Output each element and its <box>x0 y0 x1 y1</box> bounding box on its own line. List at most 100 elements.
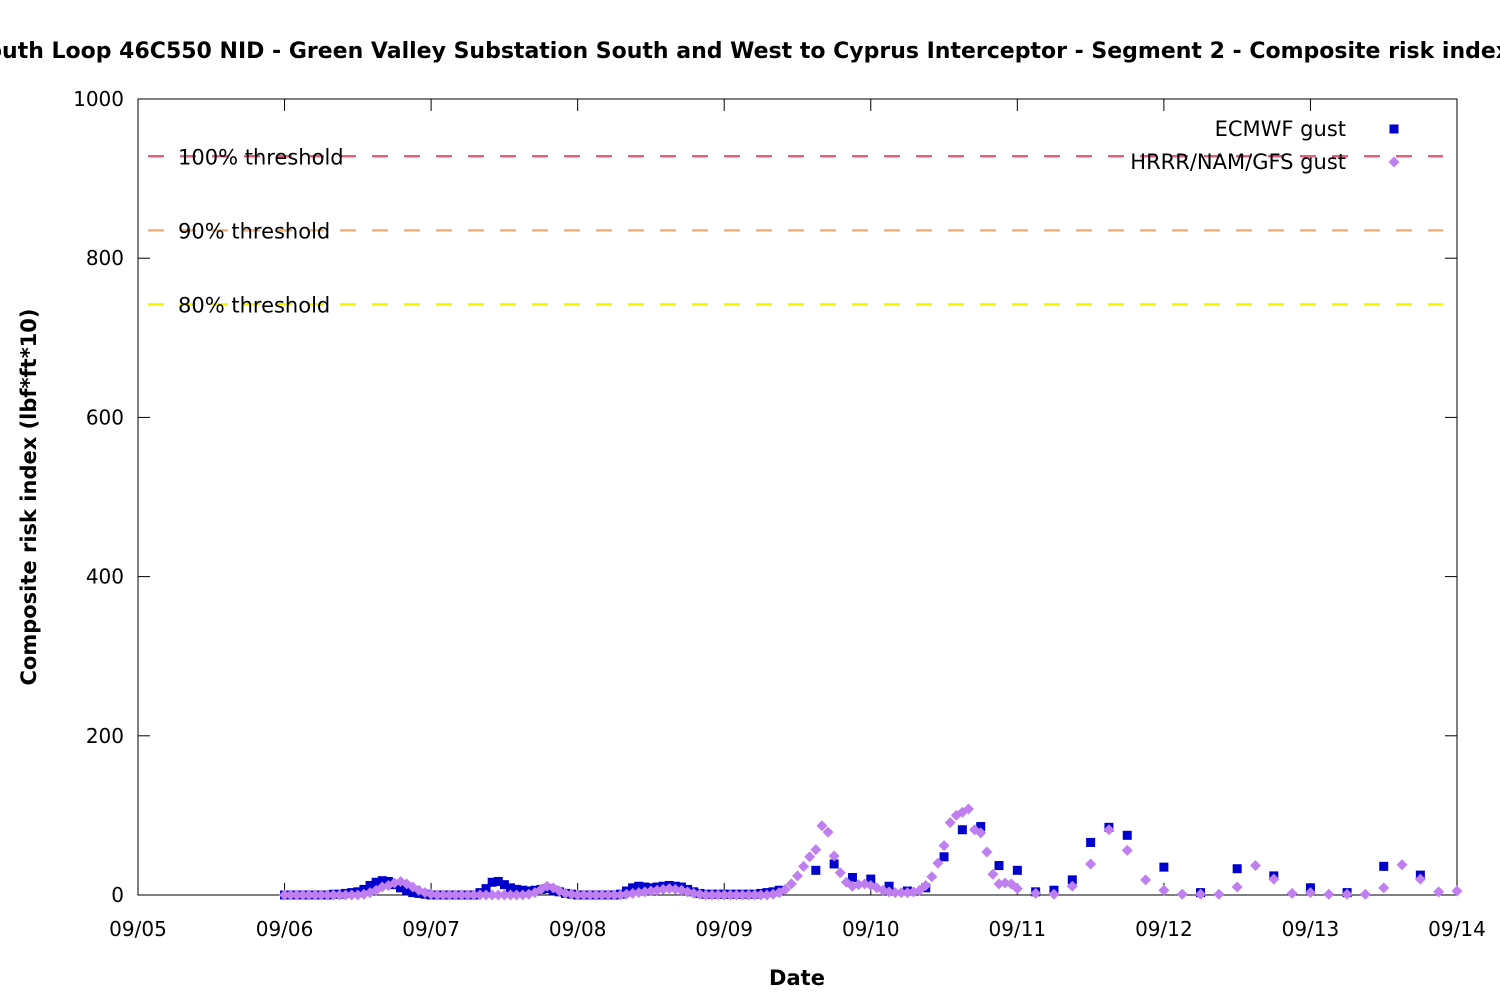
data-point <box>1359 888 1371 900</box>
data-point <box>371 877 381 887</box>
data-point <box>1066 880 1078 892</box>
y-axis-title: Composite risk index (lbf*ft*10) <box>17 308 41 685</box>
data-point <box>829 859 839 869</box>
data-point <box>1231 881 1243 893</box>
data-point <box>279 889 291 901</box>
legend-label: HRRR/NAM/GFS gust <box>1130 150 1346 174</box>
data-point <box>792 870 803 882</box>
x-tick-label: 09/08 <box>549 917 607 941</box>
data-point <box>321 889 333 901</box>
data-point <box>499 880 509 890</box>
data-point <box>957 825 967 835</box>
x-axis: 09/05 09/06 09/07 09/08 09/09 09/10 09/11 09/12… <box>109 99 1486 941</box>
data-point <box>1159 862 1169 872</box>
data-point <box>1121 844 1133 856</box>
data-point <box>718 889 730 901</box>
threshold-label: 80% threshold <box>178 293 330 317</box>
data-point <box>1103 824 1115 836</box>
data-point <box>1268 873 1280 885</box>
data-point <box>303 889 315 901</box>
data-point <box>462 889 474 901</box>
data-point <box>1396 859 1408 871</box>
data-point <box>1249 860 1261 872</box>
data-point <box>976 822 986 832</box>
data-point <box>474 889 486 901</box>
data-point <box>785 878 797 890</box>
data-point <box>1085 858 1097 870</box>
data-point <box>834 867 846 879</box>
y-tick-label: 200 <box>86 724 124 748</box>
data-point <box>608 889 620 901</box>
data-point <box>866 874 876 884</box>
legend: ECMWF gust HRRR/NAM/GFS gust <box>1130 117 1400 174</box>
data-point <box>926 871 938 883</box>
y-tick-label: 400 <box>86 565 124 589</box>
data-point <box>327 889 339 901</box>
data-point <box>895 887 907 899</box>
data-point <box>811 865 821 875</box>
data-point <box>456 889 468 901</box>
data-point <box>492 889 504 901</box>
data-point <box>396 883 406 893</box>
data-point <box>944 817 956 829</box>
data-point <box>828 850 840 862</box>
x-tick-label: 09/11 <box>989 917 1047 941</box>
data-point <box>578 889 590 901</box>
data-point <box>486 889 498 901</box>
series-hrrr-nam-gfs-gust <box>279 803 1463 901</box>
data-point <box>1067 875 1077 885</box>
data-point <box>590 889 602 901</box>
data-point <box>939 852 949 862</box>
data-point <box>1323 888 1335 900</box>
data-point <box>346 889 358 901</box>
data-point <box>810 844 822 856</box>
data-point <box>975 827 987 839</box>
data-point <box>572 889 584 901</box>
chart-title: - South Loop 46C550 NID - Green Valley S… <box>0 39 1500 64</box>
data-point <box>315 889 327 901</box>
data-point <box>505 883 515 893</box>
x-tick-label: 09/07 <box>402 917 460 941</box>
data-point <box>628 883 638 893</box>
y-tick-label: 1000 <box>73 87 124 111</box>
x-tick-label: 09/13 <box>1282 917 1340 941</box>
data-point <box>700 889 712 901</box>
data-point <box>920 879 932 891</box>
data-point <box>468 889 480 901</box>
data-point <box>634 881 644 891</box>
data-point <box>1379 861 1389 871</box>
data-point <box>1030 887 1042 899</box>
data-point <box>443 889 455 901</box>
data-point <box>779 883 791 895</box>
data-point <box>755 889 767 901</box>
data-point <box>437 889 449 901</box>
plot-area <box>137 98 1458 896</box>
data-point <box>504 889 516 901</box>
y-tick-label: 800 <box>86 246 124 270</box>
data-point <box>884 881 894 891</box>
data-point <box>1304 887 1316 899</box>
data-point <box>1122 830 1132 840</box>
data-point <box>816 820 828 832</box>
data-point <box>334 889 346 901</box>
data-point <box>377 876 387 886</box>
data-point <box>730 889 742 901</box>
x-tick-label: 09/14 <box>1428 917 1486 941</box>
data-point <box>1195 888 1207 900</box>
data-point <box>847 872 857 882</box>
data-point <box>706 889 718 901</box>
data-point <box>1378 882 1390 894</box>
legend-marker <box>1388 156 1400 168</box>
data-point <box>743 889 755 901</box>
data-point <box>1451 885 1463 897</box>
data-point <box>487 877 497 887</box>
data-point <box>938 840 950 852</box>
data-point <box>584 889 596 901</box>
legend-label: ECMWF gust <box>1215 117 1346 141</box>
data-point <box>596 889 608 901</box>
x-tick-label: 09/10 <box>842 917 900 941</box>
data-point <box>981 846 993 858</box>
x-tick-label: 09/06 <box>256 917 314 941</box>
threshold-lines: 100% threshold 90% threshold 80% threshold <box>148 145 1443 317</box>
